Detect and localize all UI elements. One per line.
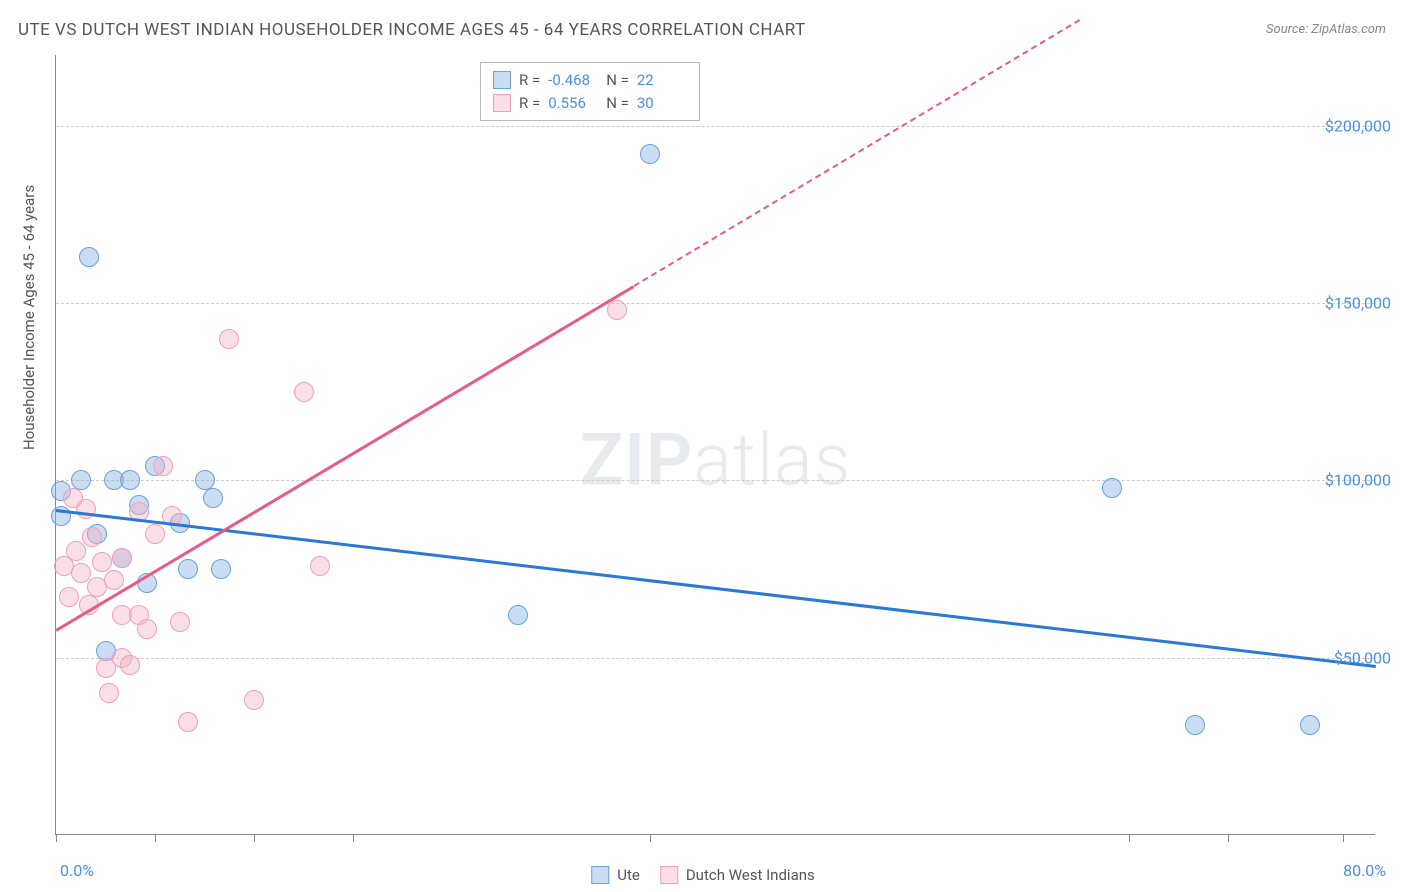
x-tick: [1228, 834, 1229, 842]
series-legend: Ute Dutch West Indians: [591, 866, 815, 884]
data-point: [203, 488, 223, 508]
r-value-ute: -0.468: [548, 69, 598, 92]
data-point: [59, 587, 79, 607]
x-tick: [155, 834, 156, 842]
swatch-blue-icon: [493, 71, 511, 89]
y-tick-label: $50,000: [1334, 648, 1391, 667]
gridline: [56, 480, 1375, 481]
swatch-pink-icon: [660, 866, 678, 884]
x-tick: [1129, 834, 1130, 842]
trend-line: [55, 286, 634, 632]
stats-row-ute: R = -0.468 N = 22: [493, 69, 687, 92]
data-point: [211, 559, 231, 579]
gridline: [56, 126, 1375, 127]
data-point: [244, 690, 264, 710]
data-point: [640, 144, 660, 164]
gridline: [56, 303, 1375, 304]
trend-line-extrapolated: [633, 20, 1080, 288]
source-label: Source: ZipAtlas.com: [1266, 22, 1386, 37]
legend-item-ute: Ute: [591, 866, 640, 884]
data-point: [607, 300, 627, 320]
plot-area: ZIPatlas: [55, 55, 1375, 835]
trend-line: [56, 509, 1376, 667]
y-tick-label: $100,000: [1325, 471, 1391, 490]
data-point: [137, 619, 157, 639]
chart-title: UTE VS DUTCH WEST INDIAN HOUSEHOLDER INC…: [18, 20, 806, 40]
data-point: [92, 552, 112, 572]
r-value-dwi: 0.556: [548, 92, 598, 115]
n-value-dwi: 30: [637, 92, 687, 115]
legend-item-dwi: Dutch West Indians: [660, 866, 815, 884]
data-point: [294, 382, 314, 402]
stats-legend: R = -0.468 N = 22 R = 0.556 N = 30: [480, 62, 700, 121]
data-point: [1300, 715, 1320, 735]
data-point: [310, 556, 330, 576]
data-point: [153, 456, 173, 476]
x-axis-max-label: 80.0%: [1343, 861, 1386, 880]
n-value-ute: 22: [637, 69, 687, 92]
swatch-pink-icon: [493, 94, 511, 112]
x-tick: [254, 834, 255, 842]
data-point: [104, 570, 124, 590]
data-point: [112, 548, 132, 568]
data-point: [1185, 715, 1205, 735]
data-point: [71, 563, 91, 583]
data-point: [66, 541, 86, 561]
data-point: [120, 655, 140, 675]
data-point: [79, 247, 99, 267]
x-tick: [56, 834, 57, 842]
x-axis-min-label: 0.0%: [60, 861, 94, 880]
data-point: [120, 470, 140, 490]
data-point: [219, 329, 239, 349]
y-axis-title: Householder Income Ages 45 - 64 years: [20, 185, 38, 450]
stats-row-dwi: R = 0.556 N = 30: [493, 92, 687, 115]
data-point: [99, 683, 119, 703]
y-tick-label: $150,000: [1325, 294, 1391, 313]
watermark: ZIPatlas: [580, 418, 852, 503]
x-tick: [650, 834, 651, 842]
data-point: [178, 712, 198, 732]
data-point: [508, 605, 528, 625]
correlation-chart: UTE VS DUTCH WEST INDIAN HOUSEHOLDER INC…: [0, 0, 1406, 892]
x-tick: [353, 834, 354, 842]
data-point: [82, 527, 102, 547]
swatch-blue-icon: [591, 866, 609, 884]
data-point: [1102, 478, 1122, 498]
data-point: [170, 612, 190, 632]
gridline: [56, 658, 1375, 659]
data-point: [178, 559, 198, 579]
x-tick: [1343, 834, 1344, 842]
y-tick-label: $200,000: [1325, 116, 1391, 135]
data-point: [145, 524, 165, 544]
